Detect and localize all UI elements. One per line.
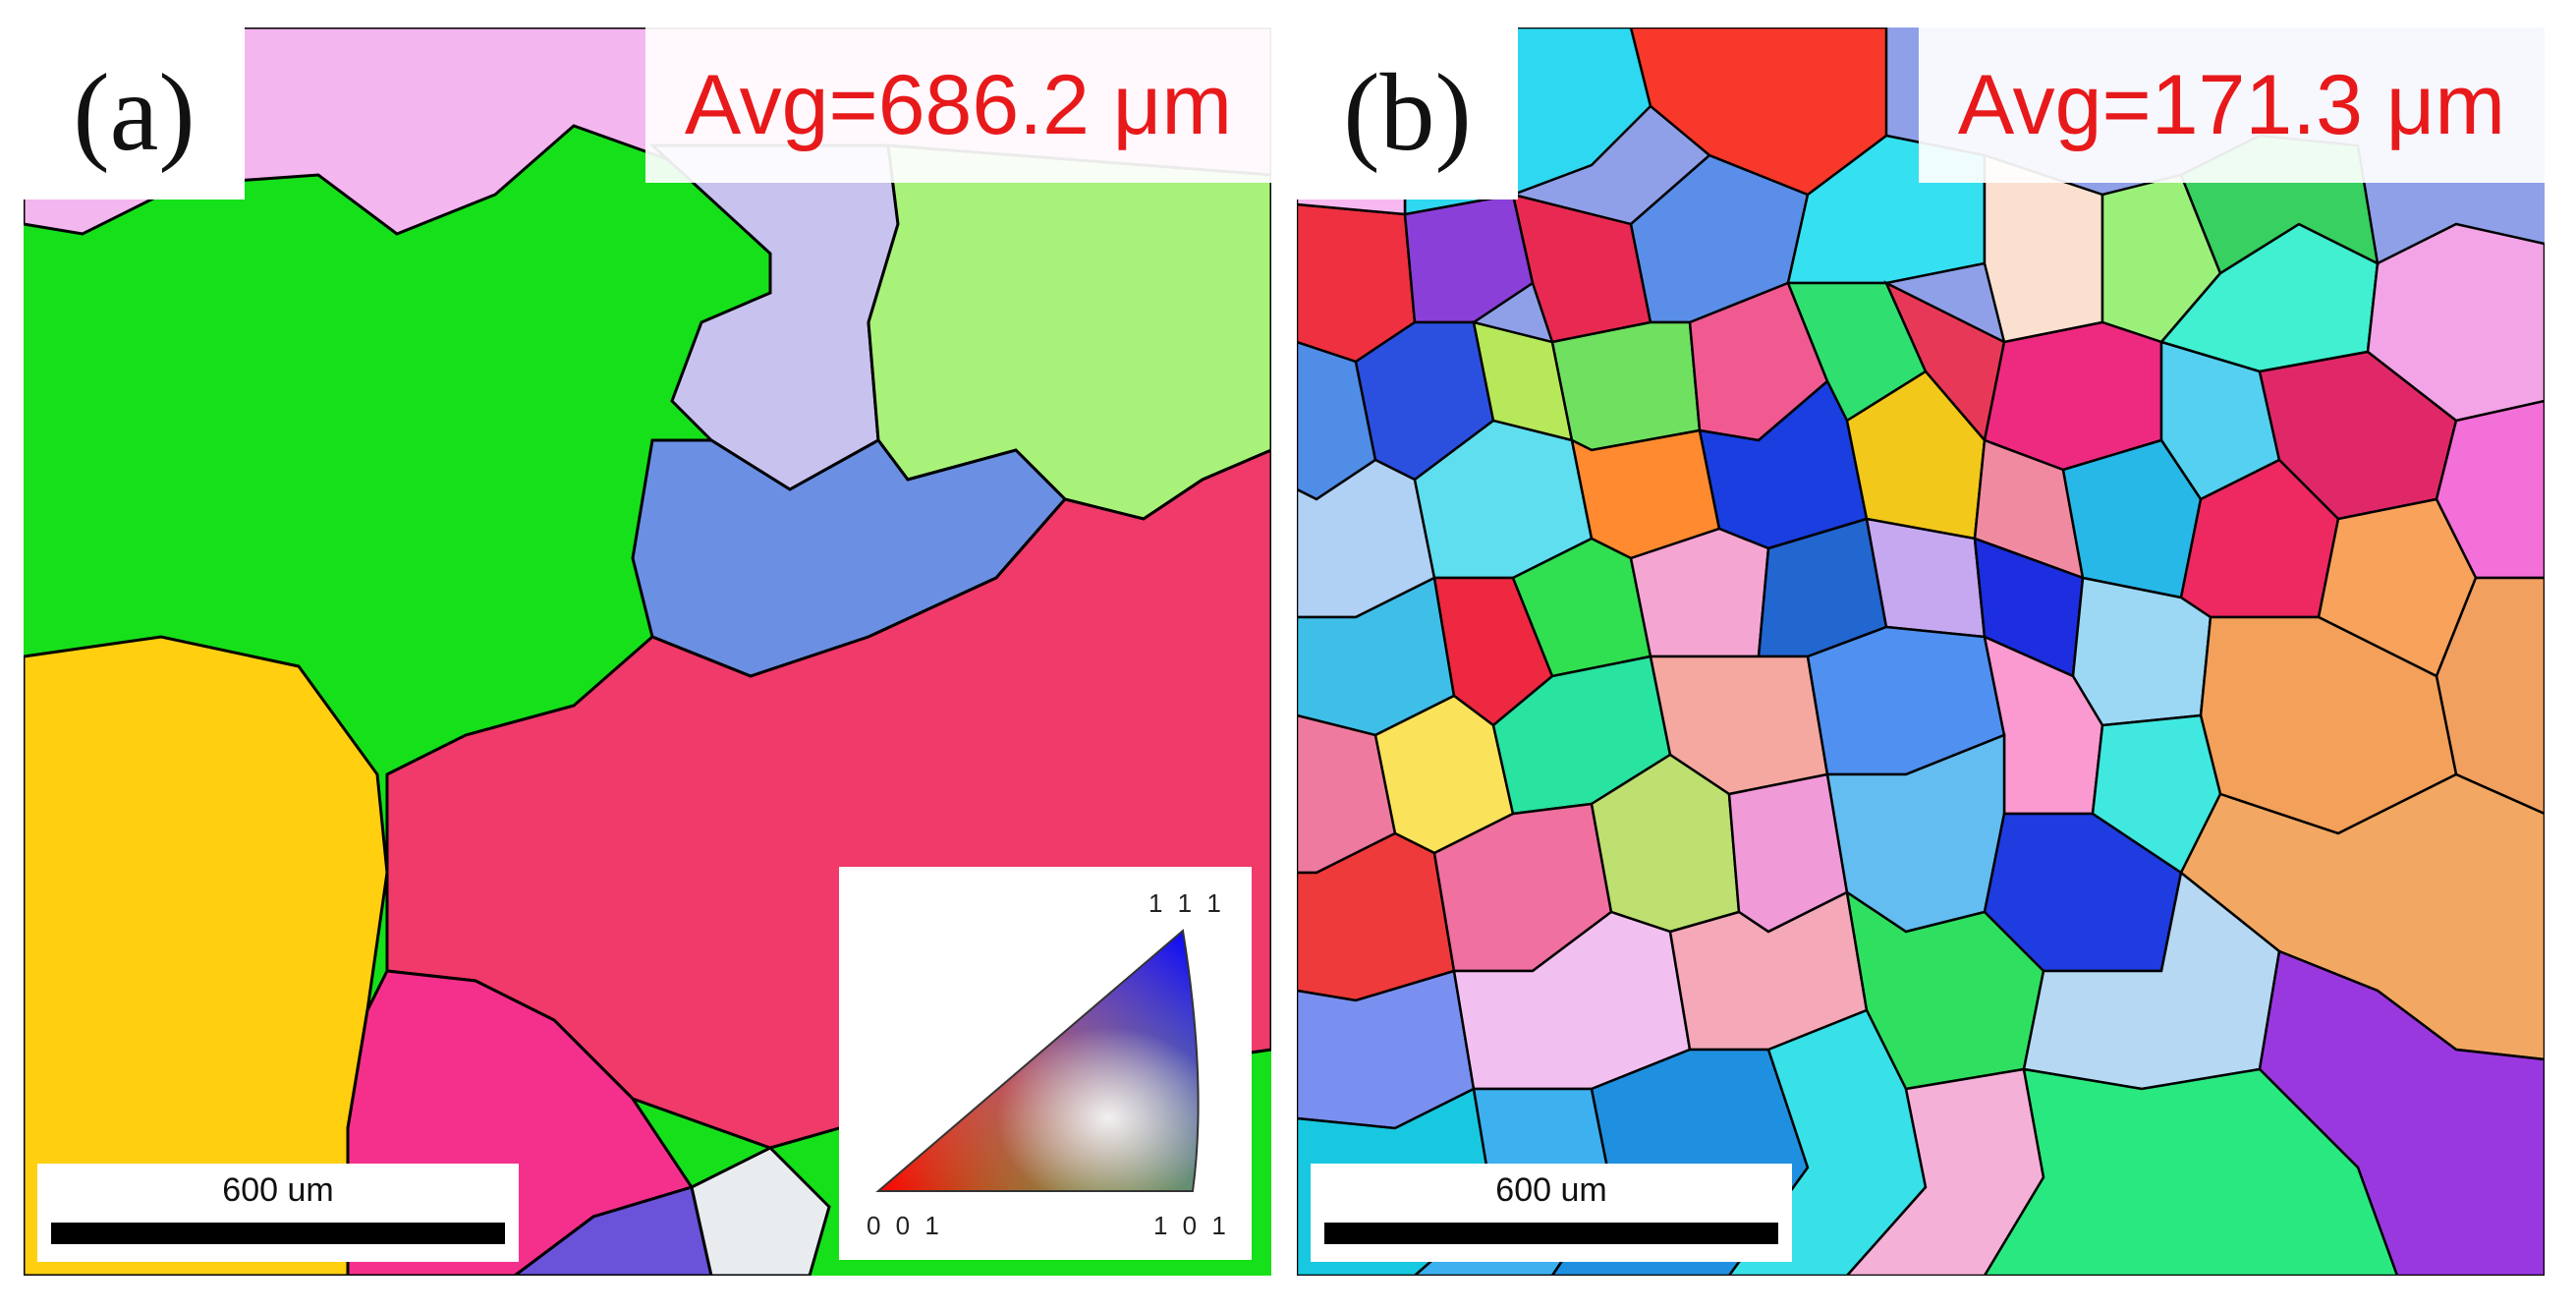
scale-bar-line [51,1223,505,1244]
grain [1629,28,1888,197]
grain [1865,517,1987,639]
grain [867,143,1271,521]
grain [690,1146,831,1276]
grain [1550,320,1702,452]
scale-bar-label: 600 um [222,1171,334,1209]
scale-bar-label: 600 um [1495,1171,1607,1209]
panel-label: (a) [24,28,245,200]
ebsd-map-coarse: (a) Avg=686.2 μm 600 um [24,28,1271,1276]
scale-bar: 600 um [1311,1164,1792,1262]
average-grain-size: Avg=171.3 μm [1918,28,2545,183]
ipf-label-001: 0 0 1 [867,1211,943,1240]
scale-bar: 600 um [37,1164,519,1262]
scale-bar-line [1324,1223,1778,1244]
ipf-label-111: 1 1 1 [1148,888,1225,918]
grain [1983,1067,2399,1276]
ipf-color-key: 0 0 1 1 0 1 1 1 1 [839,867,1252,1260]
panel-label: (b) [1297,28,1518,200]
grain [24,635,389,1276]
ipf-triangle [875,929,1200,1192]
grain-map-b [1297,28,2545,1276]
ebsd-map-fine: (b) Avg=171.3 μm 600 um [1297,28,2545,1276]
ipf-label-101: 1 0 1 [1153,1211,1230,1240]
average-grain-size: Avg=686.2 μm [644,28,1271,183]
